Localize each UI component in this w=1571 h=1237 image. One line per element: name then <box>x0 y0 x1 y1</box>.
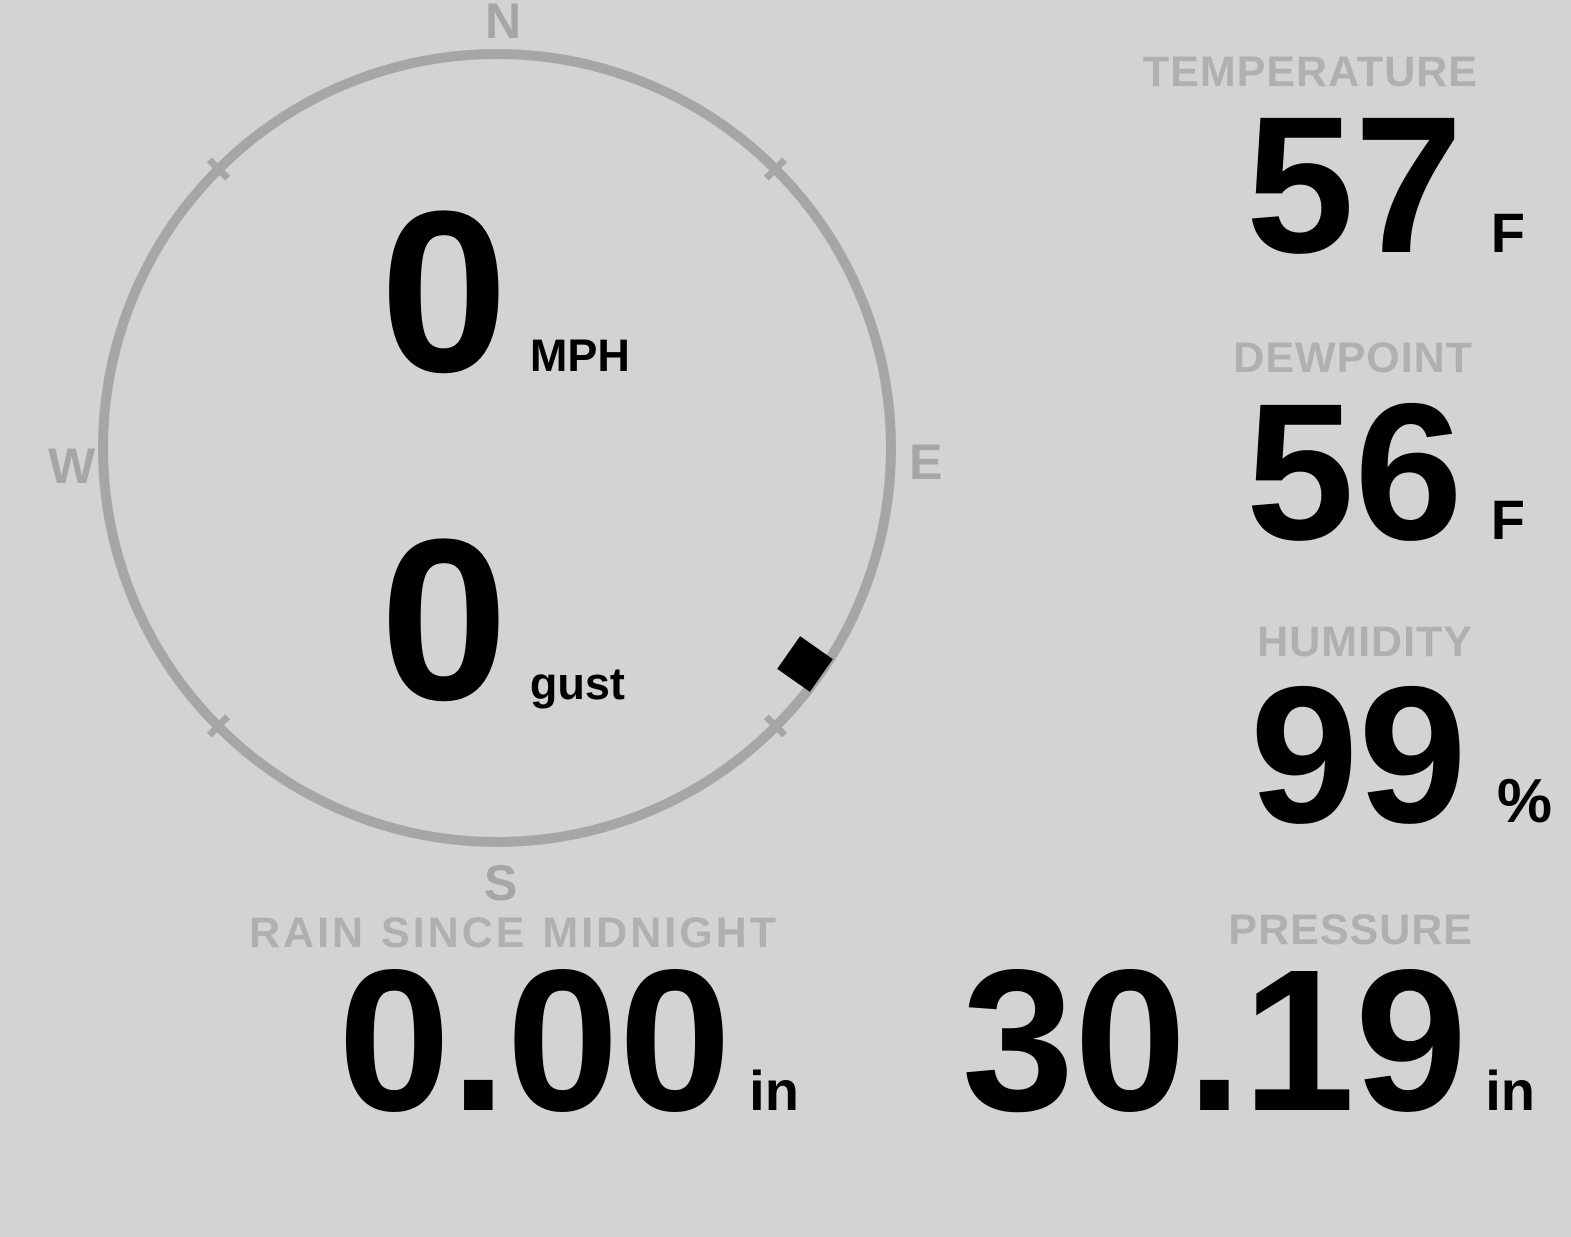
humidity-unit: % <box>1496 767 1552 836</box>
wind-speed-row: 0 MPH <box>380 177 630 407</box>
dewpoint-row: 56 F <box>900 375 1525 570</box>
rain-row: 0.00 in <box>338 939 799 1141</box>
compass-circle <box>98 49 896 847</box>
temperature-value: 57 <box>1245 76 1463 294</box>
pressure-unit: in <box>1485 1059 1535 1122</box>
wind-gust-row: 0 gust <box>380 505 625 735</box>
cardinal-north-label: N <box>485 0 522 49</box>
dewpoint-unit: F <box>1490 488 1525 551</box>
pressure-value: 30.19 <box>961 927 1468 1153</box>
pressure-row: 30.19 in <box>850 939 1535 1141</box>
rain-label: RAIN SINCE MIDNIGHT <box>249 909 779 957</box>
temperature-label: TEMPERATURE <box>1142 48 1478 96</box>
humidity-label: HUMIDITY <box>1257 618 1473 666</box>
wind-gust-unit: gust <box>529 658 625 709</box>
cardinal-east-label: E <box>909 434 943 490</box>
dewpoint-value: 56 <box>1245 363 1463 581</box>
humidity-row: 99 % <box>900 658 1552 853</box>
wind-speed-unit: MPH <box>529 330 630 381</box>
humidity-value: 99 <box>1249 646 1467 864</box>
pressure-label: PRESSURE <box>1228 906 1473 954</box>
wind-speed-value: 0 <box>380 163 508 420</box>
wind-gust-value: 0 <box>380 491 508 748</box>
cardinal-west-label: W <box>48 438 96 494</box>
dewpoint-label: DEWPOINT <box>1233 334 1473 382</box>
temperature-row: 57 F <box>900 88 1525 283</box>
rain-value: 0.00 <box>338 927 732 1153</box>
cardinal-south-label: S <box>484 855 518 911</box>
temperature-unit: F <box>1490 201 1525 264</box>
rain-unit: in <box>749 1059 799 1122</box>
